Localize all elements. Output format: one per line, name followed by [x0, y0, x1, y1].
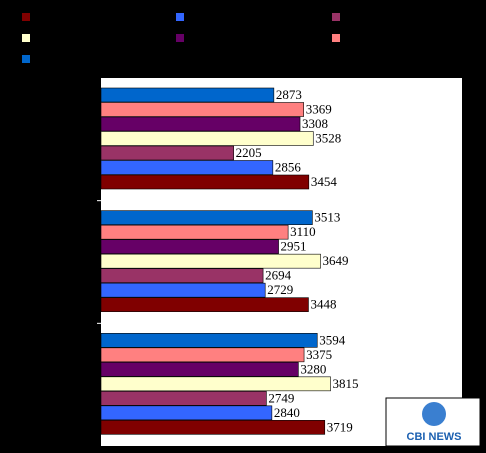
- bar: [100, 102, 305, 117]
- data-label: 2856: [275, 159, 302, 174]
- logo-text: CBI NEWS: [407, 431, 462, 443]
- data-label: 3513: [314, 210, 340, 225]
- bar: [100, 224, 289, 240]
- bar: [100, 131, 314, 146]
- legend-swatch: [22, 13, 30, 21]
- data-label: 3719: [327, 419, 353, 434]
- legend-swatch: [22, 55, 30, 63]
- bar: [100, 174, 310, 190]
- data-label: 2205: [236, 145, 262, 160]
- data-label: 3110: [290, 224, 316, 239]
- bar: [100, 282, 266, 298]
- bar: [100, 87, 275, 103]
- data-label: 3375: [306, 347, 332, 362]
- logo-globe: [422, 402, 446, 426]
- bar: [100, 145, 234, 161]
- data-label: 3815: [333, 376, 359, 391]
- bar: [100, 376, 331, 392]
- data-label: 2873: [276, 87, 302, 102]
- bar: [100, 362, 299, 377]
- data-label: 2951: [281, 239, 307, 254]
- data-label: 2729: [267, 282, 293, 297]
- bar: [100, 160, 274, 175]
- bar: [100, 268, 264, 283]
- bar: [100, 391, 267, 406]
- data-label: 3308: [302, 116, 328, 131]
- data-label: 3528: [315, 130, 341, 145]
- legend-swatch: [176, 13, 184, 21]
- bar: [100, 297, 309, 312]
- legend-swatch: [332, 13, 340, 21]
- bar: [100, 253, 321, 269]
- bar: [100, 333, 318, 348]
- legend-swatch: [22, 34, 30, 42]
- data-label: 3280: [300, 361, 326, 376]
- data-label: 3448: [310, 297, 336, 312]
- bar: [100, 405, 273, 421]
- bar: [100, 116, 301, 132]
- data-label: 2840: [274, 405, 300, 420]
- bar: [100, 347, 305, 363]
- bar: [100, 420, 326, 435]
- legend-swatch: [332, 34, 340, 42]
- data-label: 3649: [323, 253, 349, 268]
- data-label: 3369: [306, 101, 332, 116]
- legend-swatch: [176, 34, 184, 42]
- data-label: 3594: [319, 332, 346, 347]
- data-label: 2694: [265, 268, 292, 283]
- data-label: 2749: [268, 390, 294, 405]
- bar: [100, 239, 279, 254]
- data-label: 3454: [311, 174, 338, 189]
- bar: [100, 210, 313, 225]
